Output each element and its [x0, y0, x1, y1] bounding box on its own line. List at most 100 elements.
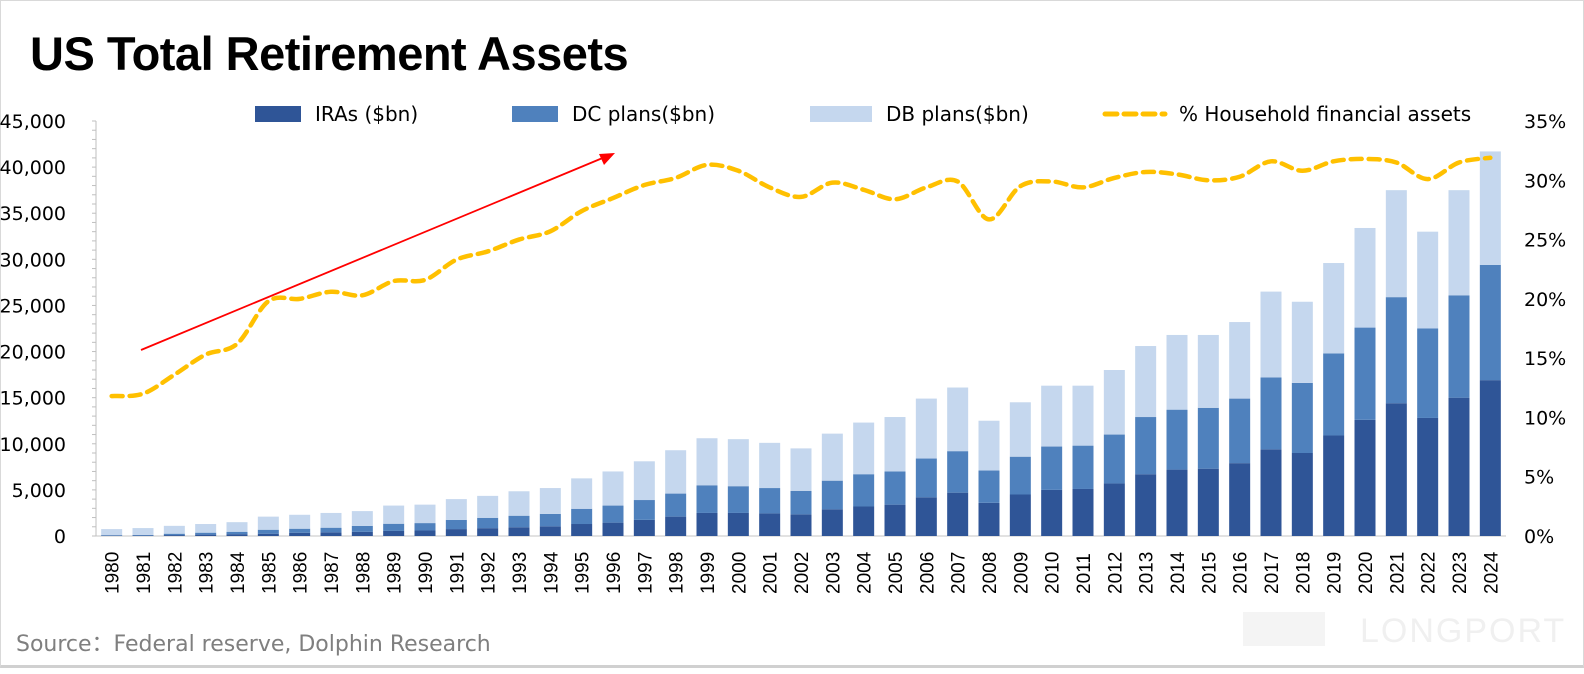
x-tick-label: 1989	[385, 552, 406, 594]
bar-db-2011	[1072, 385, 1094, 446]
bar-iras-2024	[1479, 380, 1501, 536]
bar-dc-1990	[414, 523, 436, 531]
bar-db-2012	[1103, 370, 1125, 435]
bar-db-2014	[1166, 334, 1188, 410]
bar-iras-2015	[1197, 468, 1219, 536]
bar-db-1995	[571, 478, 593, 509]
y-right-tick-label: 15%	[1524, 348, 1566, 370]
trend-arrow-head-icon	[599, 153, 615, 165]
bar-dc-2017	[1260, 377, 1282, 450]
x-tick-label: 1983	[197, 552, 218, 594]
bar-db-1989	[383, 505, 405, 524]
bar-iras-2023	[1448, 397, 1470, 536]
bar-iras-1996	[602, 522, 624, 536]
legend-label: IRAs ($bn)	[315, 102, 418, 126]
x-tick-label: 1991	[447, 552, 468, 594]
bar-dc-1986	[289, 528, 311, 533]
bar-db-1981	[132, 528, 154, 535]
bar-dc-1985	[257, 529, 279, 534]
bar-dc-2013	[1135, 417, 1157, 475]
bar-db-1991	[445, 499, 467, 520]
bar-db-2020	[1354, 227, 1376, 328]
bar-dc-2007	[947, 451, 969, 493]
x-tick-label: 1984	[228, 551, 249, 594]
x-tick-label: 1993	[510, 552, 531, 594]
bar-iras-1986	[289, 532, 311, 536]
bar-db-2023	[1448, 190, 1470, 296]
bar-iras-1987	[320, 532, 342, 536]
bar-dc-2015	[1197, 407, 1219, 469]
bar-iras-2020	[1354, 419, 1376, 536]
trend-arrow	[140, 156, 606, 351]
bar-dc-2003	[821, 480, 843, 510]
legend-swatch	[810, 106, 872, 122]
bar-iras-1984	[226, 534, 248, 536]
bar-db-2010	[1041, 385, 1063, 447]
bar-db-1987	[320, 512, 342, 528]
bar-dc-2010	[1041, 446, 1063, 490]
y-right-tick-label: 25%	[1524, 230, 1566, 252]
bar-dc-1983	[195, 532, 217, 535]
bar-iras-2006	[915, 497, 937, 536]
bar-iras-1988	[351, 531, 373, 536]
x-tick-label: 2018	[1293, 552, 1314, 594]
bar-iras-2004	[853, 506, 875, 536]
bar-db-2006	[915, 398, 937, 459]
x-tick-label: 1997	[635, 552, 656, 594]
bar-db-2007	[947, 387, 969, 452]
bar-db-2013	[1135, 346, 1157, 418]
bar-dc-2020	[1354, 327, 1376, 420]
x-tick-label: 2003	[823, 552, 844, 594]
x-tick-label: 2001	[761, 552, 782, 594]
x-tick-label: 1990	[416, 552, 437, 594]
source-note: Source：Federal reserve, Dolphin Research	[16, 632, 491, 657]
bar-dc-2014	[1166, 409, 1188, 470]
bar-iras-2017	[1260, 449, 1282, 536]
bar-dc-2000	[727, 486, 749, 513]
bar-dc-2019	[1323, 353, 1345, 436]
legend-label: % Household financial assets	[1179, 102, 1471, 126]
legend-swatch	[255, 106, 301, 122]
x-tick-label: 2020	[1356, 552, 1377, 594]
bar-dc-2018	[1291, 382, 1313, 453]
bar-dc-2009	[1009, 456, 1031, 495]
bar-dc-2006	[915, 458, 937, 498]
bar-iras-2000	[727, 512, 749, 536]
bar-db-1997	[633, 461, 655, 501]
bar-dc-2001	[759, 488, 781, 514]
bar-iras-2003	[821, 509, 843, 536]
x-tick-label: 2012	[1105, 552, 1126, 594]
x-tick-label: 2004	[855, 551, 876, 594]
bar-dc-1981	[132, 534, 154, 536]
bar-iras-1983	[195, 534, 217, 536]
y-left-tick-label: 35,000	[0, 203, 66, 225]
bar-db-1988	[351, 511, 373, 526]
y-right-tick-label: 30%	[1524, 170, 1566, 192]
x-tick-label: 1999	[698, 552, 719, 594]
x-tick-label: 2007	[949, 552, 970, 594]
x-tick-label: 2021	[1387, 552, 1408, 594]
y-left-tick-label: 10,000	[0, 434, 66, 456]
x-tick-label: 2006	[917, 552, 938, 594]
x-tick-label: 2023	[1450, 552, 1471, 594]
bar-db-1980	[101, 529, 123, 536]
bar-iras-2016	[1229, 463, 1251, 536]
bar-dc-2022	[1417, 328, 1439, 418]
bar-db-2022	[1417, 231, 1439, 329]
bar-dc-1984	[226, 531, 248, 535]
bar-db-2005	[884, 417, 906, 472]
y-left-tick-label: 45,000	[0, 111, 66, 133]
bar-iras-2013	[1135, 474, 1157, 536]
bar-db-2009	[1009, 402, 1031, 457]
x-tick-label: 2010	[1043, 552, 1064, 594]
x-tick-label: 1980	[103, 552, 124, 594]
y-left-tick-label: 20,000	[0, 342, 66, 364]
bar-dc-1995	[571, 508, 593, 525]
bar-dc-1987	[320, 527, 342, 533]
x-tick-label: 2008	[980, 552, 1001, 594]
bar-iras-1998	[665, 516, 687, 536]
watermark-logo-icon	[1243, 612, 1325, 646]
bar-dc-1982	[163, 533, 185, 536]
bar-dc-1993	[508, 515, 530, 528]
bar-iras-2007	[947, 492, 969, 536]
